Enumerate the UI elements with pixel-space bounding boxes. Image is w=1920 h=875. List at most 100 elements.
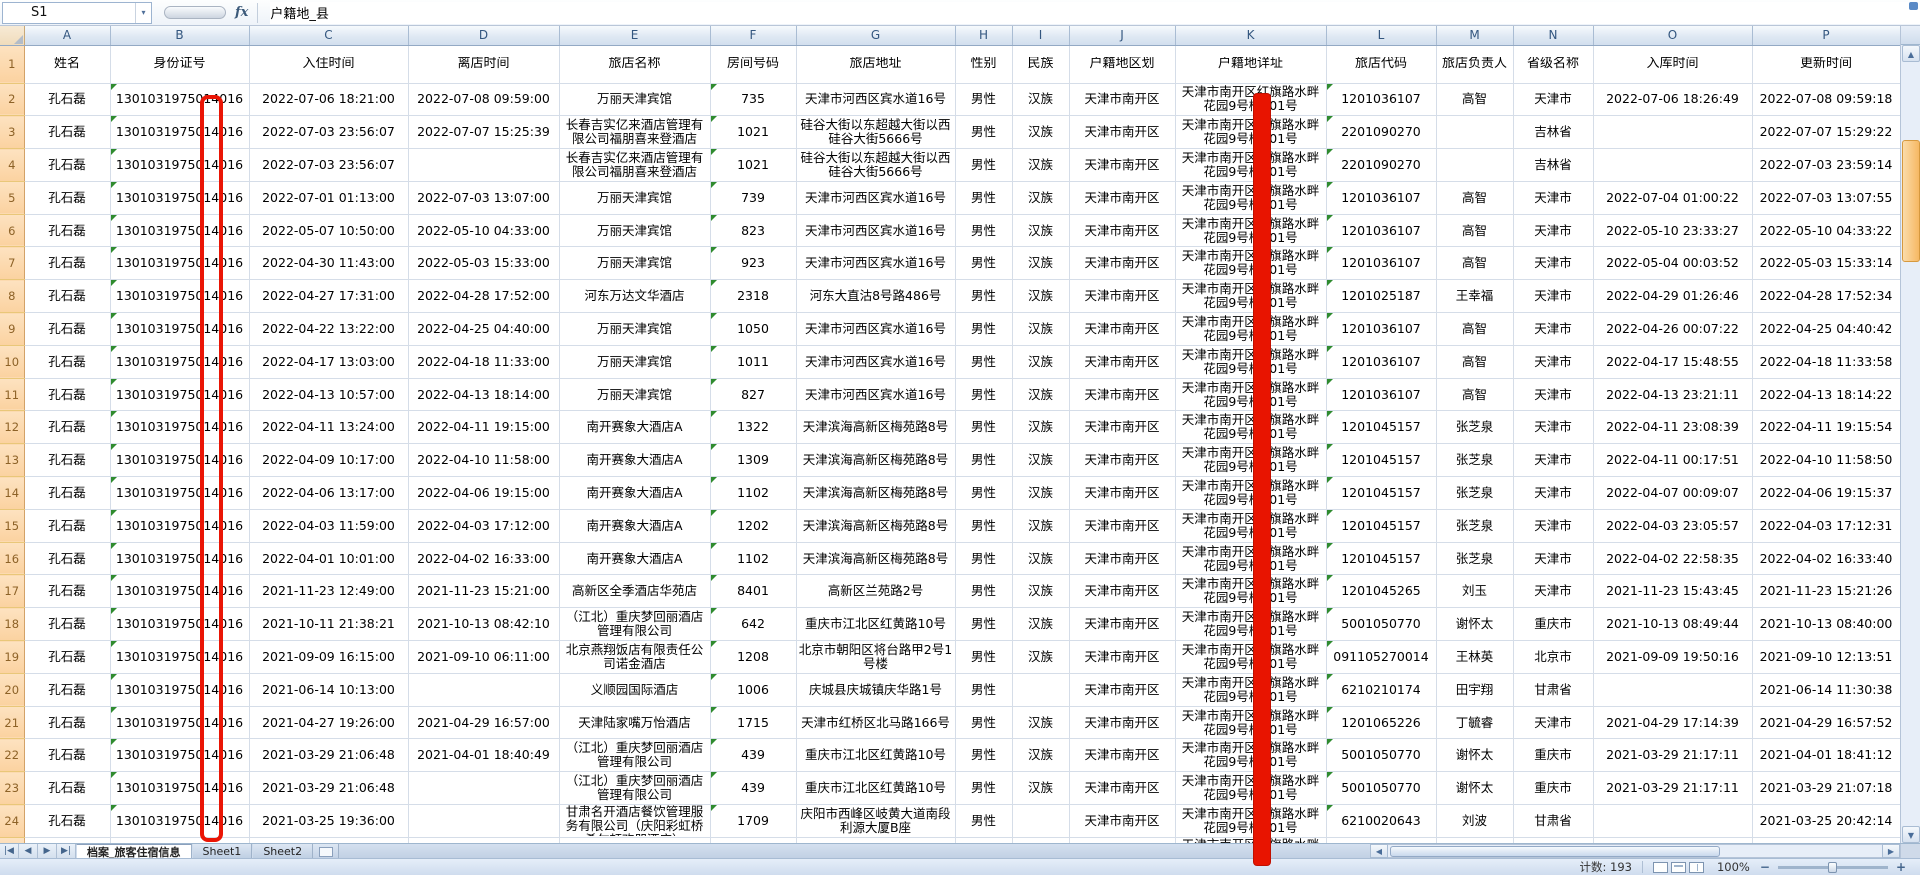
cell-D13[interactable]: 2022-04-10 11:58:00 bbox=[408, 443, 560, 478]
cell-D10[interactable]: 2022-04-18 11:33:00 bbox=[408, 345, 560, 379]
cell-C22[interactable]: 2021-03-29 21:06:48 bbox=[249, 738, 409, 773]
cell-N16[interactable]: 天津市 bbox=[1513, 542, 1594, 576]
cell-F23[interactable]: 439 bbox=[710, 771, 797, 806]
cell-K3[interactable]: 天津市南开区红旗路水畔 花园9号楼101号 bbox=[1175, 115, 1327, 150]
cell-N18[interactable]: 重庆市 bbox=[1513, 607, 1594, 642]
cell-F8[interactable]: 2318 bbox=[710, 279, 797, 314]
cell-P2[interactable]: 2022-07-08 09:59:18 bbox=[1752, 83, 1901, 117]
vertical-scrollbar[interactable]: ▲ ▼ bbox=[1900, 26, 1920, 843]
cell-N10[interactable]: 天津市 bbox=[1513, 345, 1594, 379]
cell-E24[interactable]: 甘肃名开酒店餐饮管理服务有限公司（庆阳彩虹桥希尔顿欢朋酒店） bbox=[559, 804, 711, 838]
cell-B22[interactable]: 1301031975014016 bbox=[110, 738, 250, 773]
cell-J2[interactable]: 天津市南开区 bbox=[1069, 83, 1176, 117]
cell-F11[interactable]: 827 bbox=[710, 378, 797, 412]
cell-J8[interactable]: 天津市南开区 bbox=[1069, 279, 1176, 314]
cell-C24[interactable]: 2021-03-25 19:36:00 bbox=[249, 804, 409, 838]
cell-L23[interactable]: 5001050770 bbox=[1326, 771, 1437, 806]
horizontal-scrollbar-thumb[interactable] bbox=[1390, 846, 1720, 857]
row-header-16[interactable]: 16 bbox=[0, 542, 25, 576]
cell-J23[interactable]: 天津市南开区 bbox=[1069, 771, 1176, 806]
cell-P8[interactable]: 2022-04-28 17:52:34 bbox=[1752, 279, 1901, 314]
cell-J20[interactable]: 天津市南开区 bbox=[1069, 673, 1176, 707]
row-header-10[interactable]: 10 bbox=[0, 345, 25, 379]
cell-F24[interactable]: 1709 bbox=[710, 804, 797, 838]
row-header-23[interactable]: 23 bbox=[0, 771, 25, 806]
cell-C16[interactable]: 2022-04-01 10:01:00 bbox=[249, 542, 409, 576]
row-header-13[interactable]: 13 bbox=[0, 443, 25, 478]
cell-O4[interactable] bbox=[1593, 148, 1753, 182]
col-header-K[interactable]: K bbox=[1175, 26, 1327, 46]
cell-F14[interactable]: 1102 bbox=[710, 476, 797, 510]
cell-I14[interactable]: 汉族 bbox=[1012, 476, 1070, 510]
cell-A21[interactable]: 孔石磊 bbox=[24, 706, 111, 740]
cell-C21[interactable]: 2021-04-27 19:26:00 bbox=[249, 706, 409, 740]
cell-H3[interactable]: 男性 bbox=[955, 115, 1013, 150]
cell-K1[interactable]: 户籍地详址 bbox=[1175, 45, 1327, 84]
cell-J22[interactable]: 天津市南开区 bbox=[1069, 738, 1176, 773]
cell-O1[interactable]: 入库时间 bbox=[1593, 45, 1753, 84]
cell-E6[interactable]: 万丽天津宾馆 bbox=[559, 214, 711, 248]
zoom-out-icon[interactable]: − bbox=[1759, 860, 1770, 874]
cell-O23[interactable]: 2021-03-29 21:17:11 bbox=[1593, 771, 1753, 806]
name-box-dropdown-icon[interactable]: ▾ bbox=[135, 2, 151, 23]
cell-N8[interactable]: 天津市 bbox=[1513, 279, 1594, 314]
cell-J10[interactable]: 天津市南开区 bbox=[1069, 345, 1176, 379]
col-header-B[interactable]: B bbox=[110, 26, 250, 46]
cell-H24[interactable]: 男性 bbox=[955, 804, 1013, 838]
cell-J9[interactable]: 天津市南开区 bbox=[1069, 312, 1176, 346]
cell-D6[interactable]: 2022-05-10 04:33:00 bbox=[408, 214, 560, 248]
cell-D19[interactable]: 2021-09-10 06:11:00 bbox=[408, 640, 560, 674]
cell-M18[interactable]: 谢怀太 bbox=[1436, 607, 1514, 642]
cell-L24[interactable]: 6210020643 bbox=[1326, 804, 1437, 838]
cell-F16[interactable]: 1102 bbox=[710, 542, 797, 576]
cell-A13[interactable]: 孔石磊 bbox=[24, 443, 111, 478]
cell-A23[interactable]: 孔石磊 bbox=[24, 771, 111, 806]
cell-I4[interactable]: 汉族 bbox=[1012, 148, 1070, 182]
cell-F17[interactable]: 8401 bbox=[710, 574, 797, 609]
cell-M22[interactable]: 谢怀太 bbox=[1436, 738, 1514, 773]
vertical-scrollbar-thumb[interactable] bbox=[1902, 140, 1920, 262]
cell-A2[interactable]: 孔石磊 bbox=[24, 83, 111, 117]
cell-C8[interactable]: 2022-04-27 17:31:00 bbox=[249, 279, 409, 314]
scroll-up-icon[interactable]: ▲ bbox=[1902, 45, 1920, 62]
cell-B14[interactable]: 1301031975014016 bbox=[110, 476, 250, 510]
cell-O17[interactable]: 2021-11-23 15:43:45 bbox=[1593, 574, 1753, 609]
cell-G24[interactable]: 庆阳市西峰区岐黄大道南段利源大厦B座 bbox=[796, 804, 956, 838]
cell-O9[interactable]: 2022-04-26 00:07:22 bbox=[1593, 312, 1753, 346]
cell-G21[interactable]: 天津市红桥区北马路166号 bbox=[796, 706, 956, 740]
row-header-9[interactable]: 9 bbox=[0, 312, 25, 346]
page-break-view-icon[interactable] bbox=[1688, 861, 1704, 873]
cell-O5[interactable]: 2022-07-04 01:00:22 bbox=[1593, 181, 1753, 215]
col-header-H[interactable]: H bbox=[955, 26, 1013, 46]
cell-G7[interactable]: 天津市河西区宾水道16号 bbox=[796, 246, 956, 281]
cell-I17[interactable]: 汉族 bbox=[1012, 574, 1070, 609]
cell-H14[interactable]: 男性 bbox=[955, 476, 1013, 510]
cell-C23[interactable]: 2021-03-29 21:06:48 bbox=[249, 771, 409, 806]
cell-M6[interactable]: 高智 bbox=[1436, 214, 1514, 248]
cell-C3[interactable]: 2022-07-03 23:56:07 bbox=[249, 115, 409, 150]
cell-L10[interactable]: 1201036107 bbox=[1326, 345, 1437, 379]
cell-B23[interactable]: 1301031975014016 bbox=[110, 771, 250, 806]
cell-E3[interactable]: 长春吉实亿来酒店管理有限公司福朋喜来登酒店 bbox=[559, 115, 711, 150]
cell-J24[interactable]: 天津市南开区 bbox=[1069, 804, 1176, 838]
cell-I1[interactable]: 民族 bbox=[1012, 45, 1070, 84]
cell-A22[interactable]: 孔石磊 bbox=[24, 738, 111, 773]
cell-E20[interactable]: 义顺园国际酒店 bbox=[559, 673, 711, 707]
cell-E16[interactable]: 南开赛象大酒店A bbox=[559, 542, 711, 576]
row-header-22[interactable]: 22 bbox=[0, 738, 25, 773]
cell-B7[interactable]: 1301031975014016 bbox=[110, 246, 250, 281]
cell-D18[interactable]: 2021-10-13 08:42:10 bbox=[408, 607, 560, 642]
cell-A18[interactable]: 孔石磊 bbox=[24, 607, 111, 642]
col-header-I[interactable]: I bbox=[1012, 26, 1070, 46]
cell-C10[interactable]: 2022-04-17 13:03:00 bbox=[249, 345, 409, 379]
cell-C18[interactable]: 2021-10-11 21:38:21 bbox=[249, 607, 409, 642]
cell-F7[interactable]: 923 bbox=[710, 246, 797, 281]
cell-L22[interactable]: 5001050770 bbox=[1326, 738, 1437, 773]
cell-A1[interactable]: 姓名 bbox=[24, 45, 111, 84]
vertical-split-handle[interactable] bbox=[1901, 26, 1920, 45]
cell-F5[interactable]: 739 bbox=[710, 181, 797, 215]
cell-P5[interactable]: 2022-07-03 13:07:55 bbox=[1752, 181, 1901, 215]
cell-N2[interactable]: 天津市 bbox=[1513, 83, 1594, 117]
row-header-11[interactable]: 11 bbox=[0, 378, 25, 412]
cell-P17[interactable]: 2021-11-23 15:21:26 bbox=[1752, 574, 1901, 609]
